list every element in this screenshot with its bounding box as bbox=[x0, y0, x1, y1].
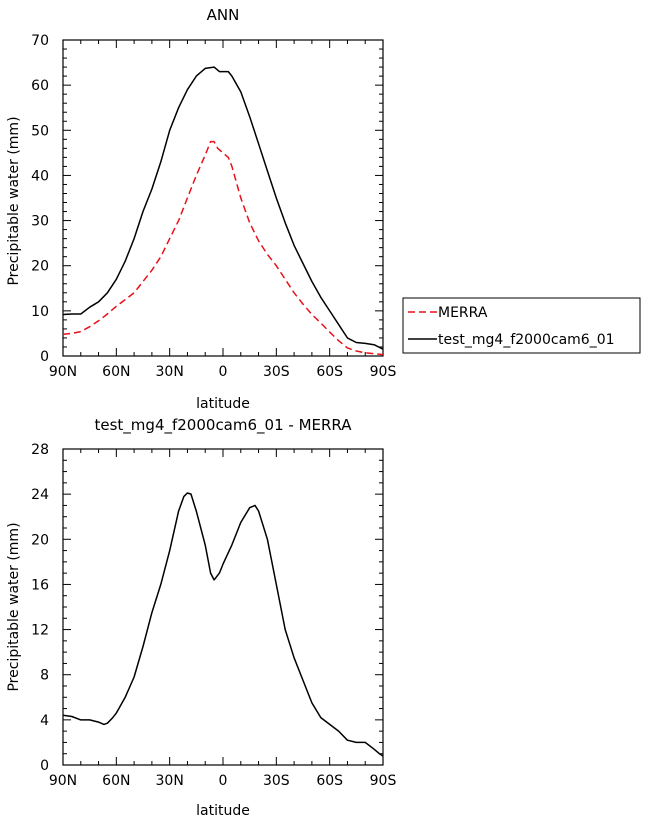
top-y-tick-label: 10 bbox=[31, 304, 49, 320]
top-plot-frame bbox=[62, 39, 384, 357]
top-x-tick-label: 90S bbox=[370, 364, 397, 380]
top-x-tick-label: 0 bbox=[219, 364, 228, 380]
bottom-y-tick-label: 20 bbox=[31, 532, 49, 548]
top-x-tick-label: 30S bbox=[263, 364, 290, 380]
bottom-y-tick-label: 8 bbox=[40, 668, 49, 684]
top-y-tick-label: 40 bbox=[31, 168, 49, 184]
bottom-x-tick-label: 90N bbox=[49, 773, 77, 789]
top-panel: ANN Precipitable water (mm) latitude 90N… bbox=[6, 6, 396, 412]
top-y-tick-label: 30 bbox=[31, 214, 49, 230]
legend-box bbox=[402, 297, 641, 354]
bottom-chart-title: test_mg4_f2000cam6_01 - MERRA bbox=[95, 416, 353, 435]
top-x-tick-label: 60S bbox=[316, 364, 343, 380]
bottom-x-tick-label: 90S bbox=[370, 773, 397, 789]
top-y-tick-label: 70 bbox=[31, 33, 49, 49]
bottom-x-tick-label: 60N bbox=[102, 773, 130, 789]
top-chart-xlabel: latitude bbox=[196, 396, 250, 412]
top-series-test-mg4-f2000cam6-01-line bbox=[62, 66, 384, 350]
bottom-series-difference-line bbox=[62, 492, 384, 757]
legend-model-label: test_mg4_f2000cam6_01 bbox=[438, 332, 615, 348]
top-x-tick-label: 90N bbox=[49, 364, 77, 380]
bottom-x-tick-label: 0 bbox=[219, 773, 228, 789]
bottom-plot-frame bbox=[62, 448, 384, 766]
bottom-chart-xlabel: latitude bbox=[196, 803, 250, 819]
bottom-y-tick-label: 4 bbox=[40, 713, 49, 729]
top-series-merra-line bbox=[62, 140, 384, 356]
top-chart-title: ANN bbox=[207, 6, 240, 24]
bottom-x-tick-label: 30S bbox=[263, 773, 290, 789]
top-y-tick-label: 20 bbox=[31, 259, 49, 275]
bottom-y-tick-label: 12 bbox=[31, 623, 49, 639]
top-x-tick-label: 60N bbox=[102, 364, 130, 380]
top-chart-ylabel: Precipitable water (mm) bbox=[6, 116, 22, 285]
top-y-tick-label: 60 bbox=[31, 78, 49, 94]
legend: MERRA test_mg4_f2000cam6_01 bbox=[402, 297, 641, 354]
top-x-tick-label: 30N bbox=[156, 364, 184, 380]
bottom-x-tick-label: 30N bbox=[156, 773, 184, 789]
top-y-tick-label: 50 bbox=[31, 123, 49, 139]
bottom-panel: test_mg4_f2000cam6_01 - MERRA Precipitab… bbox=[6, 416, 396, 819]
bottom-y-tick-label: 28 bbox=[31, 442, 49, 458]
bottom-y-tick-label: 24 bbox=[31, 487, 49, 503]
legend-merra-label: MERRA bbox=[438, 305, 488, 321]
bottom-x-tick-label: 60S bbox=[316, 773, 343, 789]
bottom-chart-ylabel: Precipitable water (mm) bbox=[6, 522, 22, 691]
bottom-y-tick-label: 0 bbox=[40, 758, 49, 774]
top-y-tick-label: 0 bbox=[40, 349, 49, 365]
bottom-y-tick-label: 16 bbox=[31, 577, 49, 593]
